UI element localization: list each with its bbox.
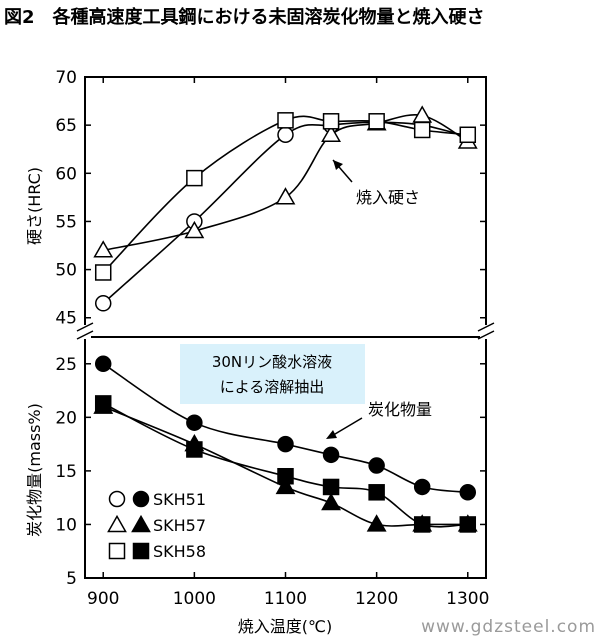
hardness-point-skh58 — [277, 112, 294, 129]
carbide-point-skh58 — [368, 484, 385, 501]
carbide-point-skh58 — [277, 467, 294, 485]
legend: SKH51 SKH57 SKH58 — [107, 490, 206, 561]
hardness-point-skh57 — [275, 187, 296, 205]
carbide-point-skh58 — [94, 395, 112, 412]
watermark: www.gdzsteel.com — [421, 617, 596, 637]
legend-open-square-icon — [108, 542, 126, 560]
hardness-point-skh58 — [322, 113, 340, 130]
legend-open-triangle-icon — [107, 514, 127, 533]
hardness-point-skh58 — [368, 113, 385, 130]
hardness-point-skh57 — [184, 220, 205, 239]
extraction-method-line-2: による溶解抽出 — [220, 378, 325, 396]
x-axis-title: 焼入温度(℃) — [238, 617, 332, 636]
extraction-method-box — [180, 344, 365, 404]
carbide-annotation-arrowhead — [326, 430, 337, 439]
hardness-ytick-label: 65 — [55, 116, 77, 136]
carbide-points — [93, 355, 478, 533]
hardness-ytick-label: 45 — [55, 309, 77, 329]
legend-label-skh58: SKH58 — [153, 542, 206, 561]
legend-filled-square-icon — [132, 542, 150, 560]
carbide-point-skh51 — [94, 355, 112, 373]
x-tick-label: 1200 — [355, 589, 398, 609]
legend-filled-triangle-icon — [131, 514, 151, 533]
carbide-point-skh51 — [277, 435, 294, 453]
hardness-point-skh57 — [93, 240, 114, 258]
figure-title: 図2 各種高速度工具鋼における未固溶炭化物量と焼入硬さ — [4, 6, 485, 28]
x-tick-label: 1000 — [173, 589, 216, 609]
hardness-point-skh58 — [413, 121, 431, 139]
x-tick-label: 900 — [87, 589, 119, 609]
carbide-point-skh58 — [459, 516, 477, 533]
hardness-annotation: 焼入硬さ — [356, 188, 420, 207]
carbide-point-skh51 — [322, 446, 340, 464]
carbide-annotation-arrow — [329, 417, 363, 438]
carbide-ytick-label: 20 — [55, 408, 77, 428]
carbide-point-skh51 — [186, 414, 203, 431]
hardness-point-skh58 — [94, 264, 112, 281]
axis-break-marks — [76, 322, 495, 340]
left-break-mark — [76, 322, 94, 340]
carbide-ytick-label: 15 — [55, 462, 77, 482]
legend-label-skh51: SKH51 — [153, 490, 206, 509]
carbide-ytick-label: 25 — [55, 355, 77, 375]
carbide-ytick-label: 10 — [55, 515, 77, 535]
carbide-point-skh58 — [322, 478, 340, 496]
hardness-point-skh58 — [459, 126, 477, 144]
x-tick-label: 1100 — [264, 589, 307, 609]
right-break-mark — [477, 322, 495, 340]
hardness-curves — [102, 114, 469, 304]
legend-open-circle-icon — [108, 490, 126, 508]
carbide-point-skh57 — [321, 492, 341, 511]
hardness-point-skh51 — [277, 126, 294, 144]
hardness-panel: 45 50 55 60 65 70 硬さ(HRC) 焼入硬さ — [25, 68, 487, 338]
carbide-y-axis-title: 炭化物量(mass%) — [25, 403, 44, 537]
hardness-annotation-arrowhead — [333, 160, 343, 170]
carbide-y-ticks: 5 10 15 20 25 — [55, 355, 486, 589]
carbide-point-skh51 — [413, 478, 431, 496]
hardness-y-ticks: 45 50 55 60 65 70 — [55, 68, 486, 329]
extraction-method-line-1: 30Nリン酸水溶液 — [212, 353, 332, 371]
carbide-point-skh57 — [366, 514, 387, 532]
carbide-annotation: 炭化物量 — [368, 400, 432, 419]
x-axis-ticks: 900 1000 1100 1200 1300 — [87, 77, 489, 609]
hardness-ytick-label: 60 — [55, 164, 77, 184]
hardness-point-skh58 — [186, 169, 203, 187]
hardness-ytick-label: 50 — [55, 261, 77, 281]
hardness-ytick-label: 55 — [55, 212, 77, 232]
carbide-point-skh57 — [275, 476, 296, 495]
hardness-points — [93, 105, 478, 312]
x-tick-label: 1300 — [446, 589, 489, 609]
hardness-y-axis-title: 硬さ(HRC) — [25, 167, 44, 245]
carbide-ytick-label: 5 — [66, 569, 77, 589]
hardness-point-skh51 — [94, 295, 112, 312]
carbide-point-skh51 — [459, 484, 477, 501]
carbide-point-skh51 — [368, 457, 385, 474]
hardness-ytick-label: 70 — [55, 68, 77, 88]
carbide-point-skh58 — [186, 441, 203, 458]
carbide-point-skh58 — [413, 516, 431, 533]
legend-label-skh57: SKH57 — [153, 516, 206, 535]
hardness-point-skh57 — [321, 124, 341, 142]
legend-filled-circle-icon — [132, 490, 150, 508]
